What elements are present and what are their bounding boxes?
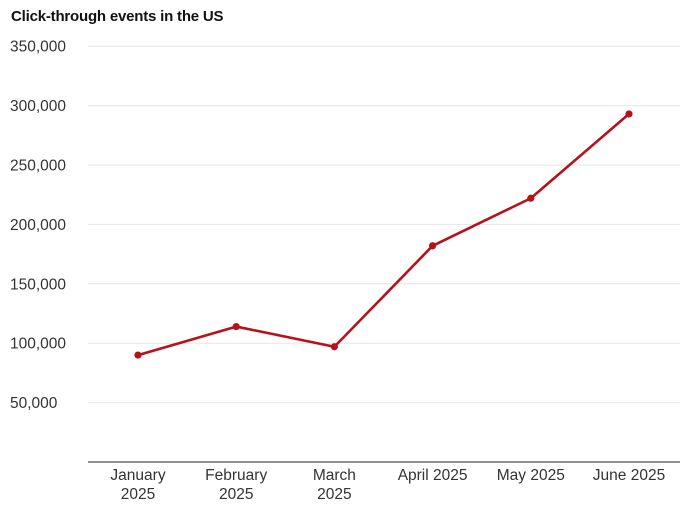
x-tick-label: January 2025 — [110, 467, 165, 503]
x-tick-label-line: 2025 — [317, 486, 351, 503]
x-tick-label-line: March — [313, 467, 356, 484]
data-point[interactable] — [429, 242, 437, 250]
x-tick-label: February 2025 — [205, 467, 267, 503]
x-tick-label-line: January — [110, 467, 165, 484]
series-layer — [134, 110, 633, 359]
x-tick-label-line: 2025 — [219, 486, 253, 503]
y-tick-label: 300,000 — [10, 98, 66, 115]
series-line — [136, 112, 631, 357]
data-point[interactable] — [527, 194, 535, 202]
data-point[interactable] — [134, 351, 142, 359]
y-tick-label: 150,000 — [10, 276, 66, 293]
x-tick-label: April 2025 — [398, 467, 468, 484]
chart-title: Click-through events in the US — [11, 8, 224, 25]
x-tick-label-line: April 2025 — [398, 467, 468, 484]
y-tick-label: 250,000 — [10, 158, 66, 175]
data-point[interactable] — [625, 110, 633, 118]
x-tick-label-line: 2025 — [121, 486, 155, 503]
x-tick-label-line: June 2025 — [593, 467, 665, 484]
y-tick-label: 50,000 — [10, 395, 58, 412]
y-tick-label: 350,000 — [10, 39, 66, 56]
x-axis-ticks: January 2025 February 2025 March 2025 April 20… — [110, 467, 665, 503]
y-axis-ticks: 50,000 100,000 150,000 200,000 250,000 300,00… — [10, 39, 66, 412]
x-tick-label-line: February — [205, 467, 267, 484]
gridlines — [88, 45, 680, 404]
data-point[interactable] — [330, 343, 338, 351]
y-tick-label: 100,000 — [10, 336, 66, 353]
x-tick-label: March 2025 — [313, 467, 356, 503]
data-point[interactable] — [232, 322, 240, 331]
y-tick-label: 200,000 — [10, 217, 66, 234]
x-tick-label: May 2025 — [497, 467, 565, 484]
x-tick-label-line: May 2025 — [497, 467, 565, 484]
x-tick-label: June 2025 — [593, 467, 665, 484]
